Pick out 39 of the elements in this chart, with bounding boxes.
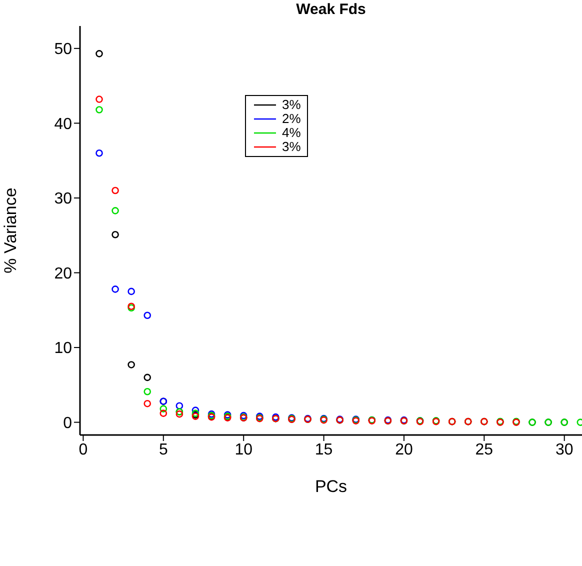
y-tick-label: 40 bbox=[54, 116, 72, 133]
y-tick-label: 0 bbox=[63, 414, 72, 432]
point bbox=[128, 361, 135, 368]
point bbox=[176, 402, 184, 410]
point bbox=[96, 149, 103, 157]
point bbox=[144, 312, 152, 320]
legend-label: 2% bbox=[282, 111, 301, 126]
point bbox=[160, 405, 168, 412]
point bbox=[112, 186, 119, 194]
x-tick-label: 0 bbox=[78, 441, 88, 458]
legend-label: 3% bbox=[282, 97, 301, 112]
point bbox=[112, 230, 119, 238]
point bbox=[96, 96, 103, 103]
legend-label: 3% bbox=[282, 139, 301, 154]
point bbox=[96, 50, 103, 58]
point bbox=[144, 374, 152, 382]
point bbox=[176, 410, 184, 418]
point bbox=[128, 288, 135, 296]
x-tick-label: 25 bbox=[475, 441, 494, 458]
legend-label: 4% bbox=[282, 125, 301, 140]
y-tick-label: 20 bbox=[54, 265, 72, 282]
point bbox=[96, 106, 103, 114]
x-tick-label: 30 bbox=[555, 441, 574, 458]
x-tick-label: 20 bbox=[395, 441, 413, 458]
x-axis-title: PCs bbox=[314, 477, 348, 496]
x-tick-label: 15 bbox=[314, 441, 333, 458]
point bbox=[192, 406, 200, 414]
x-tick-label: 10 bbox=[234, 441, 253, 458]
point bbox=[144, 388, 152, 396]
point bbox=[160, 410, 168, 417]
chart-title: Weak Fds bbox=[295, 0, 367, 20]
y-tick-label: 30 bbox=[54, 190, 72, 208]
point bbox=[144, 400, 152, 408]
x-tick-label: 5 bbox=[158, 441, 168, 458]
point bbox=[112, 207, 119, 214]
point bbox=[112, 286, 119, 293]
y-axis-title: % Variance bbox=[1, 188, 20, 274]
y-tick-label: 10 bbox=[54, 340, 72, 358]
y-tick-label: 50 bbox=[54, 41, 72, 58]
